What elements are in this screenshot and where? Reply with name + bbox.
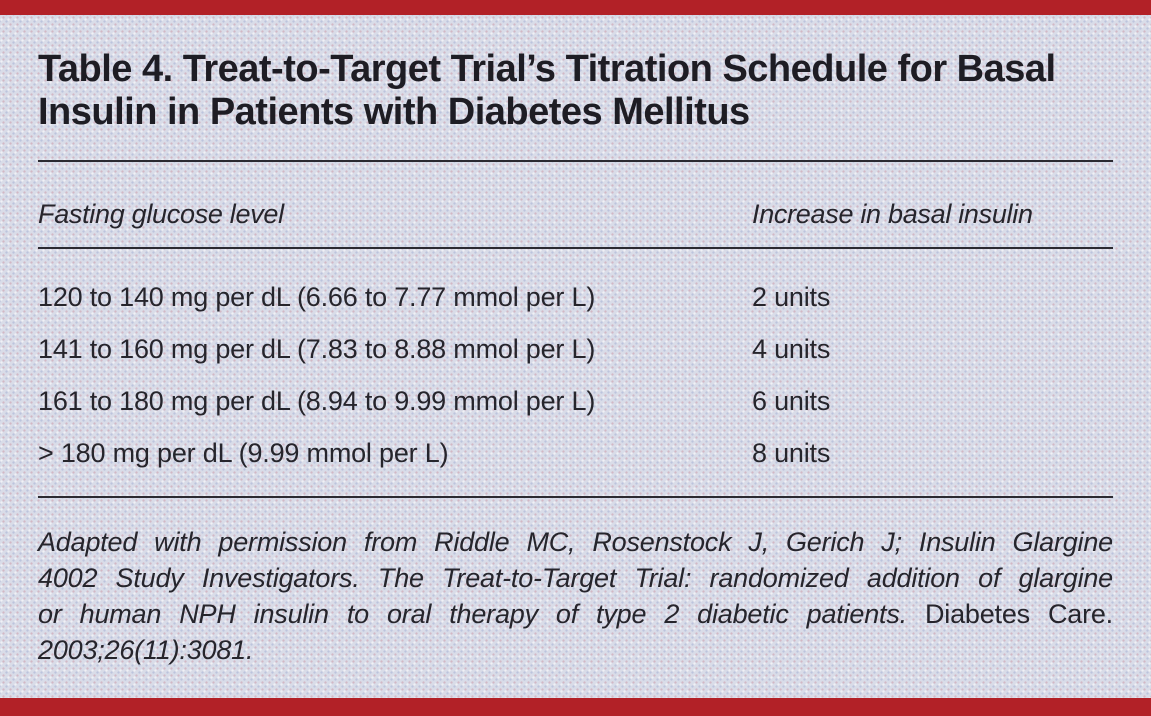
footnote-line-2: 4002 Study Investigators. The Treat-to-T… bbox=[38, 563, 1113, 593]
cell-insulin-increase: 6 units bbox=[752, 386, 831, 416]
table-title-line-2: Insulin in Patients with Diabetes Mellit… bbox=[38, 91, 750, 133]
footer-rule bbox=[38, 496, 1113, 498]
footnote-citation-text: or human NPH insulin to oral therapy of … bbox=[38, 599, 907, 629]
table-title: Table 4. Treat-to-Target Trial’s Titrati… bbox=[38, 48, 1113, 134]
cell-insulin-increase: 2 units bbox=[752, 282, 831, 312]
header-rule bbox=[38, 247, 1113, 249]
cell-glucose-range: 141 to 160 mg per dL (7.83 to 8.88 mmol … bbox=[38, 334, 596, 364]
top-accent-bar bbox=[0, 0, 1151, 15]
bottom-accent-bar bbox=[0, 698, 1151, 716]
cell-insulin-increase: 8 units bbox=[752, 438, 831, 468]
footnote-journal-name: Diabetes Care. bbox=[924, 599, 1113, 629]
cell-glucose-range: > 180 mg per dL (9.99 mmol per L) bbox=[38, 438, 449, 468]
footnote-line-3: or human NPH insulin to oral therapy of … bbox=[38, 596, 1113, 632]
column-header-row: Fasting glucose level Increase in basal … bbox=[38, 199, 1113, 229]
table-row: 141 to 160 mg per dL (7.83 to 8.88 mmol … bbox=[38, 323, 1113, 375]
column-header-basal-insulin: Increase in basal insulin bbox=[752, 199, 1033, 229]
table-row: > 180 mg per dL (9.99 mmol per L) 8 unit… bbox=[38, 427, 1113, 479]
cell-glucose-range: 161 to 180 mg per dL (8.94 to 9.99 mmol … bbox=[38, 386, 596, 416]
footnote: Adapted with permission from Riddle MC, … bbox=[38, 524, 1113, 668]
table-title-line-1: Table 4. Treat-to-Target Trial’s Titrati… bbox=[38, 48, 1056, 90]
column-header-fasting-glucose: Fasting glucose level bbox=[38, 199, 284, 229]
title-rule bbox=[38, 160, 1113, 162]
table-panel: Table 4. Treat-to-Target Trial’s Titrati… bbox=[38, 15, 1113, 668]
footnote-line-1: Adapted with permission from Riddle MC, … bbox=[38, 527, 1113, 557]
cell-glucose-range: 120 to 140 mg per dL (6.66 to 7.77 mmol … bbox=[38, 282, 596, 312]
table-row: 161 to 180 mg per dL (8.94 to 9.99 mmol … bbox=[38, 375, 1113, 427]
footnote-line-4: 2003;26(11):3081. bbox=[38, 635, 254, 665]
table-body: 120 to 140 mg per dL (6.66 to 7.77 mmol … bbox=[38, 271, 1113, 479]
table-row: 120 to 140 mg per dL (6.66 to 7.77 mmol … bbox=[38, 271, 1113, 323]
cell-insulin-increase: 4 units bbox=[752, 334, 831, 364]
